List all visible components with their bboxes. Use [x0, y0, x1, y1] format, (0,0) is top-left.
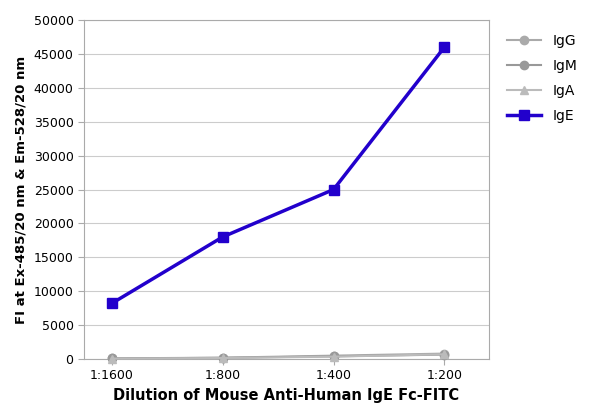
- IgM: [219, 355, 226, 360]
- IgM: [441, 352, 448, 357]
- IgA: [108, 356, 115, 361]
- Legend: IgG, IgM, IgA, IgE: IgG, IgM, IgA, IgE: [500, 27, 584, 130]
- X-axis label: Dilution of Mouse Anti-Human IgE Fc-FITC: Dilution of Mouse Anti-Human IgE Fc-FITC: [113, 388, 460, 403]
- IgE: [108, 301, 115, 306]
- IgM: [108, 356, 115, 361]
- Line: IgM: IgM: [107, 350, 449, 363]
- Y-axis label: FI at Ex-485/20 nm & Em-528/20 nm: FI at Ex-485/20 nm & Em-528/20 nm: [15, 56, 28, 324]
- IgG: [330, 353, 337, 358]
- IgM: [330, 354, 337, 359]
- IgA: [330, 354, 337, 359]
- IgG: [219, 355, 226, 360]
- IgE: [441, 45, 448, 50]
- Line: IgE: IgE: [107, 42, 449, 308]
- IgG: [108, 356, 115, 361]
- IgA: [219, 355, 226, 360]
- IgE: [219, 234, 226, 240]
- Line: IgG: IgG: [107, 349, 449, 362]
- IgG: [441, 351, 448, 356]
- Line: IgA: IgA: [107, 350, 449, 363]
- IgA: [441, 352, 448, 357]
- IgE: [330, 187, 337, 192]
